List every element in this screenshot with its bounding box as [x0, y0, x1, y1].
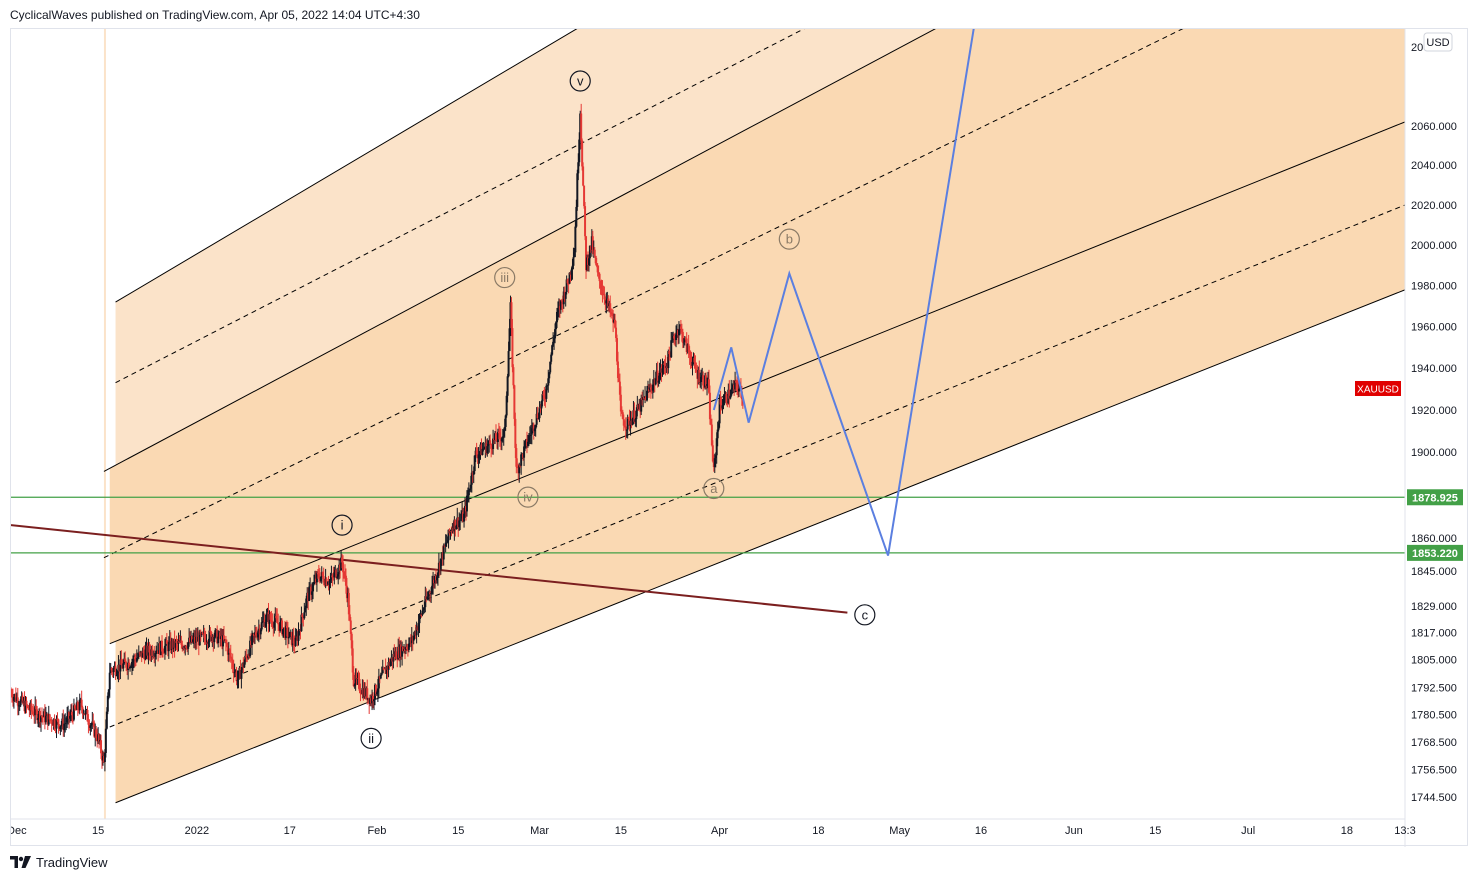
price-tick-label: 1980.000 — [1411, 281, 1457, 293]
level-badge-1: 1853.220 — [1407, 544, 1463, 561]
price-tick-label: 1780.500 — [1411, 709, 1457, 721]
price-tick-label: 1768.500 — [1411, 737, 1457, 749]
price-tick-label: 1960.000 — [1411, 322, 1457, 334]
wave-label-text: a — [710, 481, 718, 496]
symbol-badge-text: XAUUSD — [1357, 384, 1399, 395]
level-badge-text: 1853.220 — [1412, 548, 1458, 560]
currency-badge-box — [1423, 32, 1453, 52]
time-tick-label: 16 — [975, 825, 987, 837]
wave-label-text: b — [786, 232, 793, 247]
currency-badge: USD — [1423, 32, 1453, 52]
wave-label-i: i — [331, 514, 353, 536]
wave-label-text: iii — [500, 270, 509, 285]
channel-line-upper-median — [103, 29, 936, 472]
channel-line-median — [109, 121, 1405, 645]
candles-group — [11, 103, 744, 772]
price-tick-label: 1756.500 — [1411, 764, 1457, 776]
time-tick-label: Feb — [367, 825, 386, 837]
price-tick-label: 2040.000 — [1411, 160, 1457, 172]
level-badge-0: 1878.925 — [1407, 489, 1463, 506]
publisher-header: CyclicalWaves published on TradingView.c… — [10, 6, 420, 24]
time-tick-label: 15 — [1149, 825, 1161, 837]
level-badge-text: 1878.925 — [1412, 492, 1458, 504]
wave-label-iv: iv — [517, 486, 539, 508]
time-tick-label: Jun — [1065, 825, 1083, 837]
wave-label-circle — [778, 228, 800, 250]
declining-trendline — [11, 524, 848, 614]
wave-label-circle — [360, 727, 382, 749]
price-tick-label: 1900.000 — [1411, 447, 1457, 459]
projection-path — [712, 29, 975, 556]
time-tick-label: 18 — [812, 825, 824, 837]
footer-brand: TradingView — [10, 852, 108, 872]
price-tick-label: 2000.000 — [1411, 240, 1457, 252]
time-tick-label: Jul — [1241, 825, 1255, 837]
price-tick-label: 1829.000 — [1411, 601, 1457, 613]
footer-brand-label: TradingView — [36, 854, 108, 870]
price-tick-label: 1940.000 — [1411, 363, 1457, 375]
wave-label-circle — [331, 514, 353, 536]
channel-line-outer-lower — [115, 289, 1405, 804]
wave-label-circle — [494, 266, 516, 289]
price-tick-label: 2020.000 — [1411, 200, 1457, 212]
price-chart[interactable]: iiiiiiivvabc2060.0002040.0002020.0002000… — [11, 29, 1469, 847]
wave-label-b: b — [778, 228, 800, 250]
publisher-line: CyclicalWaves published on TradingView.c… — [10, 8, 420, 22]
time-tick-label: 18 — [1341, 825, 1353, 837]
channel-line-outer-upper — [115, 29, 578, 303]
price-tick-label: 1817.000 — [1411, 628, 1457, 640]
price-tick-label: 2060.000 — [1411, 121, 1457, 133]
symbol-price-badge: XAUUSD — [1355, 380, 1401, 396]
channel-fill-middle — [109, 29, 1405, 644]
level-badge-box — [1407, 544, 1463, 561]
price-tick-label: 1860.000 — [1411, 533, 1457, 545]
price-tick-label: 1920.000 — [1411, 405, 1457, 417]
time-tick-label: Apr — [711, 825, 728, 837]
time-tick-label: 17 — [284, 825, 296, 837]
time-tick-label: Dec — [11, 825, 27, 837]
wave-label-ii: ii — [360, 727, 382, 749]
chart-area[interactable]: i ii iii iv v a b c 2060.000 2040.000 2020.000 2000… — [10, 28, 1469, 847]
channel-fill-lower — [115, 121, 1405, 803]
wave-label-a: a — [703, 477, 725, 500]
price-tick-label: 1845.000 — [1411, 566, 1457, 578]
channel-left-edge — [103, 29, 106, 819]
price-axis: 2060.000 2040.000 2020.000 2000.000 1980.000… — [1355, 29, 1463, 847]
price-tick-label: 1744.500 — [1411, 792, 1457, 804]
channel-line-upper-dashed — [115, 29, 805, 384]
time-tick-label: 15 — [92, 825, 104, 837]
wave-label-text: iv — [523, 490, 533, 505]
wave-label-text: v — [577, 73, 584, 88]
tradingview-logo-icon — [10, 856, 31, 868]
wave-label-iii: iii — [494, 266, 516, 289]
time-tick-label: 15 — [615, 825, 627, 837]
time-axis: Dec 15 2022 17 Feb 15 Mar 15 Apr 18 May 16 Jun 15 Jul 1… — [11, 818, 1416, 837]
wave-label-circle — [703, 477, 725, 500]
wave-label-circle — [854, 604, 876, 626]
wave-label-circle — [569, 70, 591, 92]
wave-label-v: v — [569, 70, 591, 92]
level-badge-box — [1407, 489, 1463, 506]
wave-label-text: i — [341, 518, 344, 533]
time-tick-label: 13:3 — [1394, 825, 1415, 837]
time-tick-label: 2022 — [185, 825, 209, 837]
currency-badge-text: USD — [1426, 37, 1449, 49]
time-tick-label: Mar — [530, 825, 549, 837]
wave-label-text: c — [862, 607, 869, 622]
wave-label-circle — [517, 486, 539, 508]
time-tick-label: 15 — [452, 825, 464, 837]
wave-label-text: ii — [368, 731, 374, 746]
price-tick-label: 1805.000 — [1411, 654, 1457, 666]
price-tick-label-top: 20 — [1411, 42, 1423, 54]
wave-label-c: c — [854, 604, 876, 626]
symbol-badge-box — [1355, 380, 1401, 396]
time-tick-label: May — [889, 825, 910, 837]
price-tick-label: 1792.500 — [1411, 682, 1457, 694]
channel-line-mid-dashed-lower — [109, 204, 1405, 728]
